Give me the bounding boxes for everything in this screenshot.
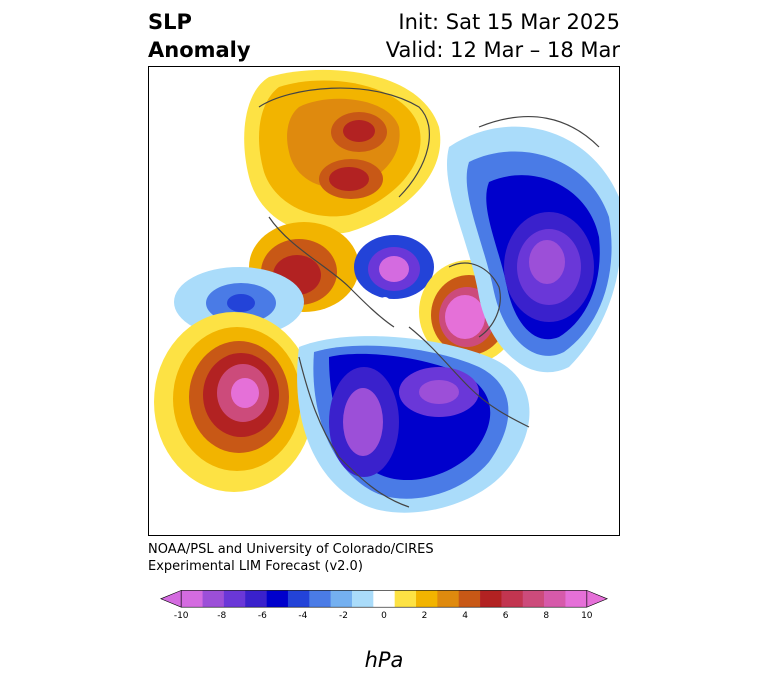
colorbar-segment [544, 590, 566, 608]
colorbar-unit-label: hPa [364, 648, 404, 672]
colorbar-segment [522, 590, 545, 608]
colorbar-segment [416, 590, 438, 608]
positive-anomaly-greenland [419, 260, 519, 364]
colorbar-segment [309, 590, 331, 608]
title-field-type: Anomaly [148, 38, 251, 62]
negative-anomaly-north-america [297, 336, 530, 513]
credit-text: NOAA/PSL and University of Colorado/CIRE… [148, 541, 434, 575]
colorbar-tick-label: 0 [381, 611, 387, 621]
credit-line-1: NOAA/PSL and University of Colorado/CIRE… [148, 542, 434, 557]
colorbar-tick-label: 10 [581, 611, 593, 621]
coastlines [258, 87, 600, 508]
colorbar-segment [181, 590, 203, 608]
colorbar-segment [351, 590, 374, 608]
colorbar-segment [223, 590, 246, 608]
credit-line-2: Experimental LIM Forecast (v2.0) [148, 559, 363, 574]
colorbar-segment [501, 590, 524, 608]
colorbar-tick-label: -8 [217, 611, 226, 621]
colorbar-segment [202, 590, 225, 608]
title-left: SLP Anomaly [148, 8, 251, 64]
colorbar-segment [458, 590, 481, 608]
valid-range: Valid: 12 Mar – 18 Mar [385, 38, 620, 62]
init-date: Init: Sat 15 Mar 2025 [398, 10, 620, 34]
colorbar-segment [480, 590, 502, 608]
colorbar-segment [373, 590, 395, 608]
colorbar-tick-label: -4 [298, 611, 307, 621]
colorbar-segment [287, 590, 310, 608]
positive-anomaly-eurasia [244, 69, 441, 235]
colorbar-extend-low [160, 589, 182, 608]
colorbar-tick-label: 2 [422, 611, 428, 621]
colorbar-segment [394, 590, 417, 608]
negative-anomaly-arctic [354, 235, 434, 299]
colorbar-tick-label: 6 [503, 611, 509, 621]
colorbar-extend-high [586, 589, 608, 608]
colorbar-frame [180, 590, 588, 608]
colorbar-segment [266, 590, 289, 608]
colorbar-tick-label: -2 [339, 611, 348, 621]
colorbar-segment [330, 590, 353, 608]
colorbar-segment [565, 590, 588, 608]
colorbar: -10 -8 -6 -4 -2 0 2 4 6 8 10 [160, 589, 608, 621]
anomaly-map [154, 69, 619, 513]
title-field-name: SLP [148, 10, 192, 34]
colorbar-tick-label: 8 [543, 611, 549, 621]
north-pole-marker [380, 297, 390, 307]
title-right: Init: Sat 15 Mar 2025 Valid: 12 Mar – 18… [386, 8, 620, 64]
colorbar-segment [245, 590, 267, 608]
colorbar-tick-label: -6 [258, 611, 267, 621]
map-panel [148, 66, 620, 536]
positive-anomaly-north-pacific [154, 312, 314, 492]
colorbar-tick-label: 4 [462, 611, 468, 621]
colorbar-segment [437, 590, 460, 608]
negative-anomaly-northern-europe [447, 126, 619, 373]
colorbar-tick-label: -10 [174, 611, 189, 621]
